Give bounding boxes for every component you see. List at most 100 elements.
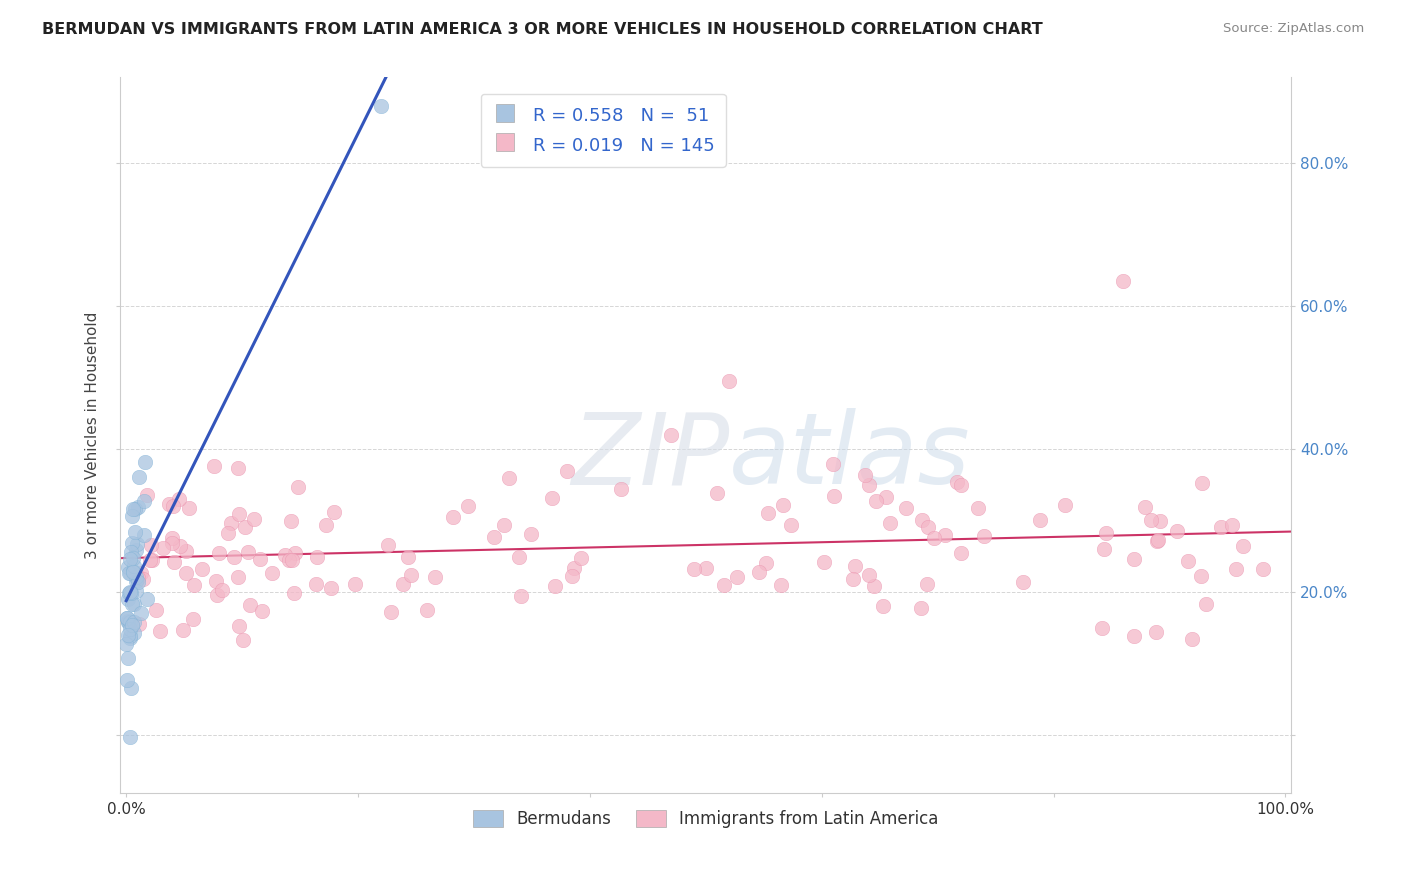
- Point: [862, 579, 884, 593]
- Point: [127, 569, 149, 583]
- Point: [910, 601, 932, 615]
- Point: [127, 571, 149, 585]
- Point: [949, 478, 972, 492]
- Point: [131, 572, 153, 586]
- Point: [162, 532, 184, 546]
- Point: [396, 549, 419, 564]
- Point: [280, 514, 302, 528]
- Point: [1091, 620, 1114, 634]
- Point: [128, 470, 150, 484]
- Point: [1133, 500, 1156, 514]
- Point: [610, 482, 633, 496]
- Point: [343, 576, 366, 591]
- Point: [120, 566, 142, 581]
- Point: [125, 570, 148, 584]
- Point: [1054, 498, 1077, 512]
- Point: [118, 566, 141, 580]
- Point: [872, 599, 894, 613]
- Point: [118, 615, 141, 629]
- Point: [121, 597, 143, 611]
- Text: ZIP: ZIP: [571, 408, 730, 505]
- Point: [321, 582, 343, 596]
- Point: [172, 624, 194, 638]
- Point: [162, 500, 184, 514]
- Point: [125, 543, 148, 558]
- Point: [236, 544, 259, 558]
- Point: [141, 553, 163, 567]
- Point: [284, 546, 307, 560]
- Point: [1191, 476, 1213, 491]
- Point: [1149, 514, 1171, 528]
- Point: [117, 615, 139, 629]
- Point: [1166, 524, 1188, 538]
- Point: [134, 455, 156, 469]
- Point: [120, 629, 142, 643]
- Point: [157, 497, 180, 511]
- Point: [917, 520, 939, 534]
- Point: [127, 500, 149, 515]
- Point: [174, 566, 197, 580]
- Point: [205, 588, 228, 602]
- Point: [823, 489, 845, 503]
- Point: [1095, 526, 1118, 541]
- Text: atlas: atlas: [730, 408, 972, 505]
- Point: [315, 518, 337, 533]
- Point: [377, 538, 399, 552]
- Point: [287, 480, 309, 494]
- Point: [118, 731, 141, 745]
- Point: [392, 577, 415, 591]
- Point: [510, 589, 533, 603]
- Point: [228, 460, 250, 475]
- Point: [1189, 568, 1212, 582]
- Point: [120, 544, 142, 558]
- Point: [813, 555, 835, 569]
- Point: [121, 536, 143, 550]
- Point: [115, 611, 138, 625]
- Point: [136, 488, 159, 502]
- Point: [875, 490, 897, 504]
- Point: [138, 553, 160, 567]
- Point: [498, 471, 520, 485]
- Point: [115, 611, 138, 625]
- Point: [1011, 574, 1033, 589]
- Point: [756, 506, 779, 520]
- Point: [922, 532, 945, 546]
- Point: [115, 637, 138, 651]
- Point: [183, 578, 205, 592]
- Point: [228, 507, 250, 521]
- Point: [380, 605, 402, 619]
- Point: [283, 586, 305, 600]
- Point: [122, 501, 145, 516]
- Point: [1146, 534, 1168, 549]
- Point: [167, 491, 190, 506]
- Point: [508, 549, 530, 564]
- Point: [117, 615, 139, 629]
- Point: [208, 546, 231, 560]
- Point: [915, 577, 938, 591]
- Point: [118, 585, 141, 599]
- Point: [145, 603, 167, 617]
- Point: [946, 475, 969, 490]
- Point: [176, 544, 198, 558]
- Point: [160, 535, 183, 549]
- Point: [117, 651, 139, 665]
- Point: [117, 673, 139, 688]
- Point: [706, 486, 728, 500]
- Point: [725, 569, 748, 583]
- Point: [122, 615, 145, 630]
- Point: [1112, 274, 1135, 288]
- Point: [305, 549, 328, 564]
- Point: [243, 511, 266, 525]
- Point: [1147, 533, 1170, 547]
- Point: [1251, 561, 1274, 575]
- Point: [967, 500, 990, 515]
- Point: [695, 561, 717, 575]
- Point: [769, 577, 792, 591]
- Point: [755, 556, 778, 570]
- Y-axis label: 3 or more Vehicles in Household: 3 or more Vehicles in Household: [86, 311, 100, 558]
- Point: [124, 626, 146, 640]
- Point: [1225, 562, 1247, 576]
- Point: [228, 570, 250, 584]
- Point: [415, 603, 437, 617]
- Point: [204, 574, 226, 588]
